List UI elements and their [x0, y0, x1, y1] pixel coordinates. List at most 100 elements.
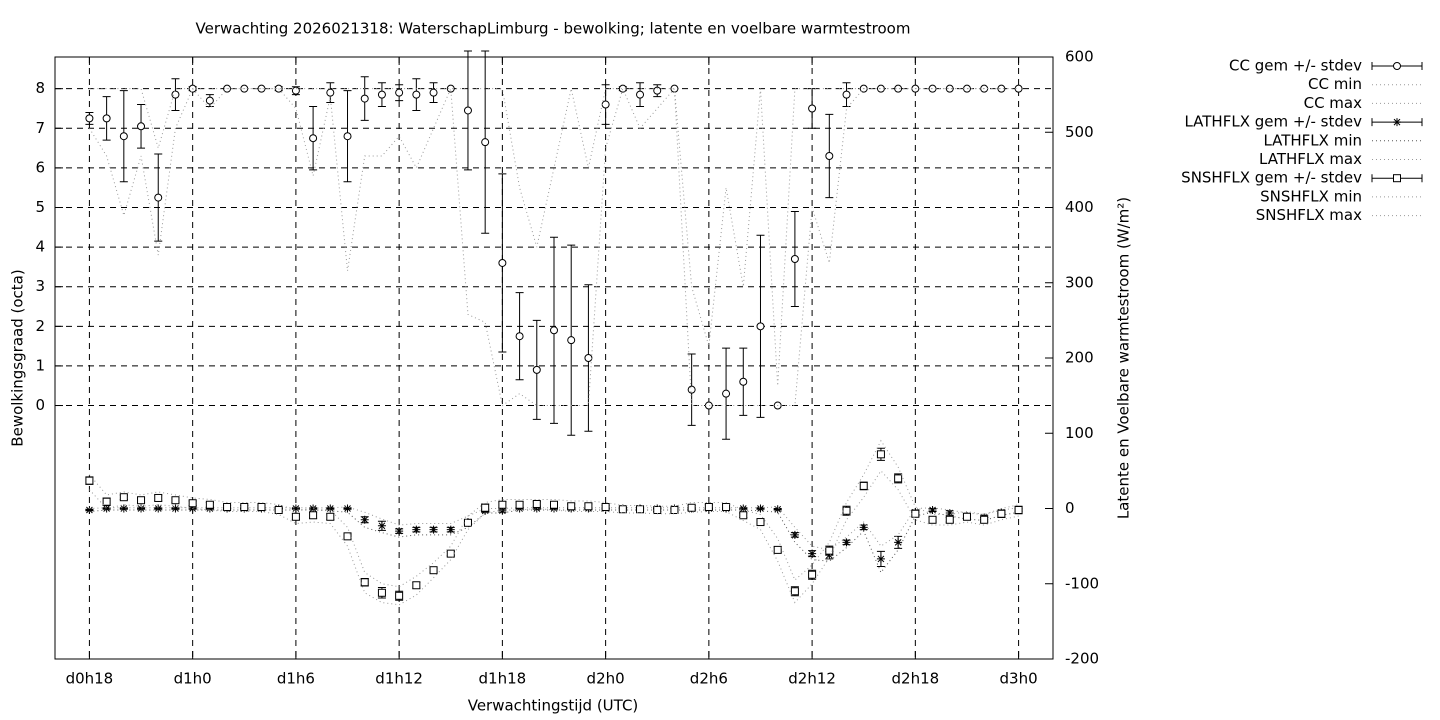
- point: [223, 502, 232, 511]
- point: [498, 506, 507, 515]
- point: [945, 509, 954, 518]
- point: [343, 132, 352, 141]
- point: [343, 504, 352, 513]
- legend-label: SNSHFLX gem +/- stdev: [1181, 169, 1362, 187]
- point: [137, 122, 146, 131]
- point: [515, 500, 524, 509]
- point: [773, 545, 782, 554]
- y-tick-label: 0: [35, 396, 45, 414]
- point: [997, 509, 1006, 518]
- legend-label: SNSHFLX min: [1260, 187, 1362, 205]
- point: [85, 506, 94, 515]
- point: [894, 538, 903, 547]
- point: [636, 90, 645, 99]
- point: [636, 505, 645, 514]
- range-line: [89, 509, 1019, 574]
- point: [102, 114, 111, 123]
- point: [481, 138, 490, 147]
- point: [739, 511, 748, 520]
- point: [704, 401, 713, 410]
- y2-tick-label: 500: [1065, 123, 1094, 141]
- point: [790, 587, 799, 596]
- point: [377, 90, 386, 99]
- point: [618, 505, 627, 514]
- point: [687, 385, 696, 394]
- y-tick-label: 1: [35, 356, 45, 374]
- y2-tick-label: 600: [1065, 48, 1094, 66]
- point: [790, 254, 799, 263]
- point: [532, 504, 541, 513]
- legend-label: CC max: [1304, 94, 1363, 112]
- point: [859, 523, 868, 532]
- point: [825, 152, 834, 161]
- point: [326, 504, 335, 513]
- chart-title: Verwachting 2026021318: WaterschapLimbur…: [196, 20, 911, 38]
- y-tick-label: 5: [35, 198, 45, 216]
- point: [962, 512, 971, 521]
- point: [1014, 506, 1023, 515]
- point: [704, 502, 713, 511]
- y2-tick-label: 200: [1065, 349, 1094, 367]
- point: [257, 502, 266, 511]
- point: [894, 474, 903, 483]
- point: [876, 450, 885, 459]
- point: [722, 389, 731, 398]
- point: [808, 549, 817, 558]
- point: [584, 354, 593, 362]
- point: [377, 588, 386, 597]
- point: [137, 496, 146, 505]
- point: [326, 512, 335, 521]
- point: [859, 481, 868, 490]
- point: [188, 499, 197, 508]
- point: [395, 527, 404, 536]
- point: [687, 503, 696, 512]
- point: [498, 500, 507, 509]
- point: [945, 84, 954, 93]
- x-tick-label: d2h18: [892, 670, 940, 688]
- point: [326, 88, 335, 97]
- point: [171, 504, 180, 513]
- point: [309, 134, 318, 143]
- point: [291, 504, 300, 513]
- point: [653, 506, 662, 515]
- point: [825, 546, 834, 555]
- range-line: [89, 88, 1019, 386]
- point: [85, 114, 94, 123]
- point: [894, 84, 903, 93]
- point: [360, 94, 369, 103]
- point: [119, 504, 128, 513]
- point: [515, 332, 524, 341]
- point: [808, 104, 817, 113]
- point: [360, 578, 369, 587]
- point: [532, 499, 541, 508]
- point: [291, 86, 300, 95]
- point: [601, 502, 610, 511]
- point: [481, 503, 490, 512]
- point: [876, 554, 885, 563]
- point: [240, 502, 249, 511]
- y-tick-label: 8: [35, 79, 45, 97]
- y2-tick-label: -100: [1065, 574, 1099, 592]
- legend-marker: [1393, 118, 1401, 127]
- x-tick-label: d3h0: [1000, 670, 1038, 688]
- x-tick-label: d1h0: [174, 670, 212, 688]
- point: [584, 502, 593, 511]
- legend-label: LATHFLX min: [1263, 131, 1362, 149]
- point: [722, 502, 731, 511]
- y-axis-label: Bewolkingsgraad (octa): [9, 269, 27, 446]
- point: [618, 84, 627, 93]
- x-tick-label: d1h6: [277, 670, 315, 688]
- point: [739, 377, 748, 386]
- y2-tick-label: -200: [1065, 650, 1099, 668]
- point: [205, 500, 214, 509]
- point: [343, 532, 352, 541]
- point: [102, 497, 111, 506]
- x-tick-label: d2h12: [788, 670, 836, 688]
- point: [154, 504, 163, 513]
- point: [309, 504, 318, 513]
- point: [842, 506, 851, 515]
- point: [395, 591, 404, 600]
- x-tick-label: d1h12: [375, 670, 423, 688]
- point: [945, 515, 954, 524]
